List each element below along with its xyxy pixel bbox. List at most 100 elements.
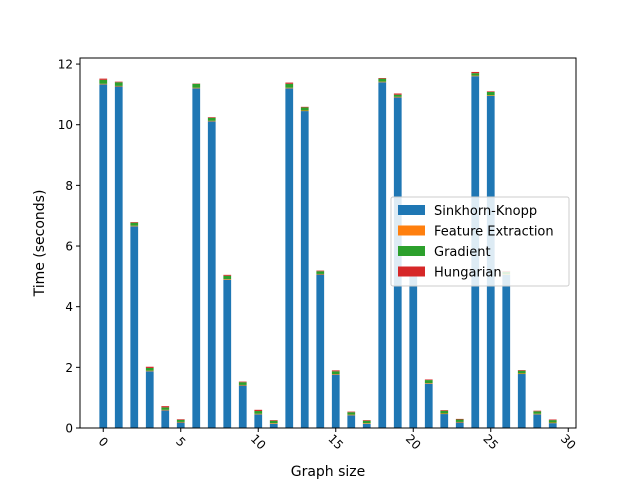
bar-segment: [146, 371, 154, 428]
bar-segment: [177, 423, 185, 428]
bar-segment: [502, 275, 510, 428]
x-tick-label: 30: [558, 432, 579, 453]
bar-segment: [115, 82, 123, 83]
bar-segment: [487, 95, 495, 96]
bar-segment: [518, 371, 526, 374]
bar-segment: [177, 419, 185, 420]
y-tick-label: 8: [65, 179, 73, 193]
bar-segment: [301, 110, 309, 111]
bar-segment: [146, 371, 154, 372]
x-tick-label: 20: [403, 432, 424, 453]
legend-label: Hungarian: [434, 266, 502, 281]
legend-swatch: [398, 246, 425, 256]
y-tick-label: 0: [65, 422, 73, 436]
bar-segment: [378, 79, 386, 82]
bar-segment: [533, 411, 541, 413]
bar-segment: [425, 380, 433, 383]
bar-segment: [130, 226, 138, 428]
legend: Sinkhorn-Knopp Feature Extraction Gradient…: [391, 197, 569, 286]
bar-segment: [177, 420, 185, 422]
bar-segment: [518, 373, 526, 374]
bar-segment: [161, 410, 169, 411]
bar-segment: [285, 88, 293, 89]
bar-segment: [471, 72, 479, 73]
bar-segment: [192, 84, 200, 88]
bar-segment: [347, 412, 355, 413]
bar-segment: [254, 414, 262, 428]
bar-segment: [549, 423, 557, 424]
bar-segment: [239, 386, 247, 428]
bar-segment: [363, 423, 371, 424]
y-tick-label: 12: [58, 58, 73, 72]
bar-segment: [146, 368, 154, 371]
bar-segment: [378, 82, 386, 428]
bar-segment: [533, 414, 541, 428]
legend-swatch: [398, 205, 425, 215]
bar-segment: [254, 411, 262, 414]
bar-segment: [270, 420, 278, 421]
bar-segment: [254, 414, 262, 415]
bar-segment: [239, 385, 247, 386]
bar-segment: [549, 420, 557, 421]
bar-segment: [285, 84, 293, 88]
bar-segment: [518, 370, 526, 371]
bar-segment: [254, 410, 262, 411]
bar-segment: [130, 226, 138, 227]
bar-segment: [394, 97, 402, 98]
bar-segment: [332, 375, 340, 428]
bar-segment: [332, 370, 340, 371]
bar-segment: [549, 420, 557, 422]
bar-segment: [440, 411, 448, 414]
bar-segment: [363, 421, 371, 423]
bar-segment: [115, 87, 123, 428]
bar-segment: [456, 422, 464, 423]
x-tick-label: 15: [325, 432, 346, 453]
bar-segment: [130, 223, 138, 226]
bar-segment: [440, 413, 448, 414]
bar-segment: [99, 84, 107, 428]
bar-segment: [161, 406, 169, 407]
legend-swatch: [398, 226, 425, 236]
legend-label: Gradient: [434, 245, 491, 260]
legend-label: Sinkhorn-Knopp: [434, 204, 537, 219]
bar-segment: [471, 76, 479, 77]
bar-segment: [332, 371, 340, 374]
bar-segment: [316, 275, 324, 428]
bar-segment: [285, 83, 293, 84]
bar-segment: [347, 415, 355, 416]
bar-segment: [270, 424, 278, 428]
bar-segment: [425, 384, 433, 428]
bar-segment: [440, 414, 448, 428]
bar-segment: [332, 374, 340, 375]
bar-segment: [270, 421, 278, 423]
bar-segment: [518, 374, 526, 428]
bar-segment: [394, 93, 402, 94]
bar-segment: [223, 275, 231, 276]
bar-segment: [192, 88, 200, 89]
bar-segment: [487, 92, 495, 95]
bar-segment: [363, 420, 371, 421]
bar-segment: [425, 379, 433, 380]
bar-segment: [409, 275, 417, 428]
bar-segment: [161, 410, 169, 428]
bar-segment: [378, 82, 386, 83]
bar-segment: [363, 424, 371, 428]
bar-segment: [549, 423, 557, 428]
bar-segment: [270, 423, 278, 424]
legend-label: Feature Extraction: [434, 225, 554, 240]
bar-segment: [285, 88, 293, 428]
bar-segment: [347, 412, 355, 414]
bar-segment: [177, 422, 185, 423]
bar-segment: [456, 420, 464, 422]
x-tick-label: 10: [248, 432, 269, 453]
bar-segment: [239, 382, 247, 385]
bar-segment: [115, 82, 123, 86]
bar-segment: [316, 271, 324, 272]
bar-segment: [99, 84, 107, 85]
y-tick-label: 4: [65, 300, 73, 314]
bar-segment: [316, 271, 324, 274]
